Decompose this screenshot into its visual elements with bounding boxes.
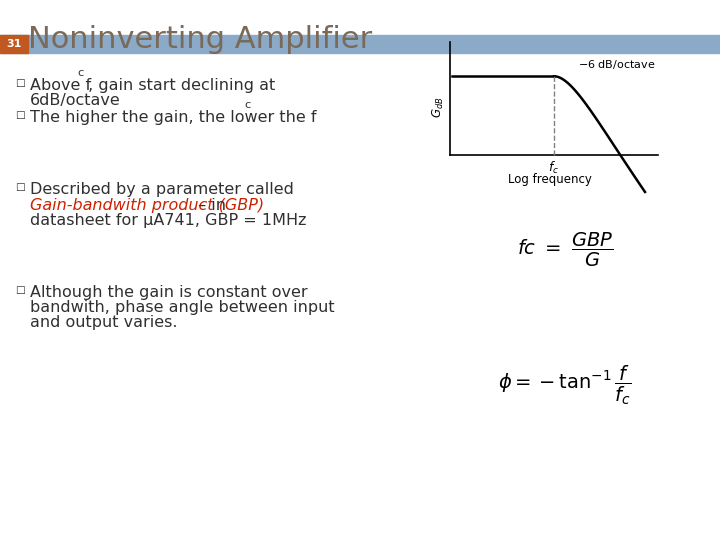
Bar — [0, 35, 28, 53]
Text: datasheet for μA741, GBP = 1MHz: datasheet for μA741, GBP = 1MHz — [30, 213, 307, 228]
Text: bandwith, phase angle between input: bandwith, phase angle between input — [30, 300, 335, 315]
Text: Log frequency: Log frequency — [508, 173, 592, 186]
Text: Noninverting Amplifier: Noninverting Amplifier — [28, 25, 372, 54]
Text: $-6$ dB/octave: $-6$ dB/octave — [577, 58, 655, 71]
Text: $\phi = -\tan^{-1}\dfrac{f}{f_c}$: $\phi = -\tan^{-1}\dfrac{f}{f_c}$ — [498, 363, 632, 407]
Text: Gain-bandwith product (GBP): Gain-bandwith product (GBP) — [30, 198, 264, 213]
Text: □: □ — [15, 182, 24, 192]
Text: □: □ — [15, 110, 24, 120]
Text: , gain start declining at: , gain start declining at — [83, 78, 275, 93]
Bar — [0, 35, 720, 53]
Text: c: c — [77, 68, 84, 78]
Text: □: □ — [15, 78, 24, 88]
Text: Described by a parameter called: Described by a parameter called — [30, 182, 294, 197]
Text: 6dB/octave: 6dB/octave — [30, 93, 121, 108]
Text: and output varies.: and output varies. — [30, 315, 178, 330]
Text: □: □ — [15, 285, 24, 295]
Text: $G_{dB}$: $G_{dB}$ — [431, 97, 446, 118]
Text: Although the gain is constant over: Although the gain is constant over — [30, 285, 307, 300]
Text: – in: – in — [193, 198, 226, 213]
Text: $f_c$: $f_c$ — [549, 160, 559, 176]
Text: The higher the gain, the lower the f: The higher the gain, the lower the f — [30, 110, 317, 125]
Text: Above f: Above f — [30, 78, 91, 93]
Text: 31: 31 — [6, 39, 22, 49]
Text: $fc\ =\ \dfrac{GBP}{G}$: $fc\ =\ \dfrac{GBP}{G}$ — [517, 231, 613, 269]
Text: c: c — [244, 100, 251, 110]
